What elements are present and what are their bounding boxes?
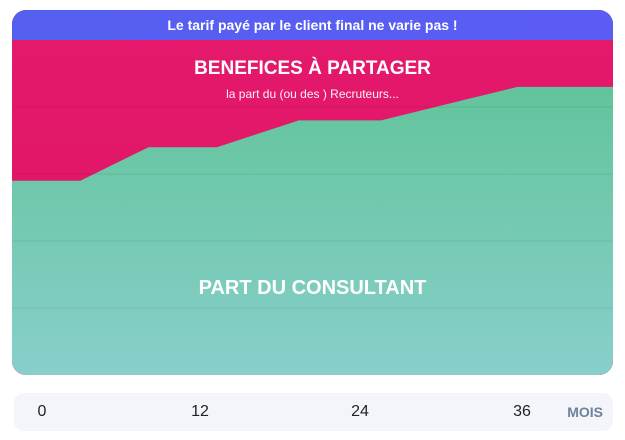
- axis-tick-24: 24: [351, 403, 369, 420]
- benefits-subtitle: la part du (ou des ) Recruteurs...: [226, 87, 399, 101]
- axis-tick-36: 36: [513, 403, 531, 420]
- axis-tick-0: 0: [37, 403, 47, 420]
- price-notice-banner: Le tarif payé par le client final ne var…: [12, 10, 613, 40]
- gridlines: [12, 106, 613, 309]
- revenue-split-card: Le tarif payé par le client final ne var…: [12, 10, 613, 375]
- consultant-area: [12, 86, 613, 375]
- price-notice-text: Le tarif payé par le client final ne var…: [167, 17, 458, 33]
- consultant-share-label: PART DU CONSULTANT: [198, 277, 427, 299]
- share-area-chart-svg: [12, 40, 613, 375]
- axis-unit-label: MOIS: [567, 404, 603, 420]
- benefits-title: BENEFICES À PARTAGER: [194, 58, 431, 79]
- axis-tick-12: 12: [191, 403, 209, 420]
- share-area-chart: [12, 40, 613, 375]
- month-axis: 0 12 24 36 MOIS: [14, 393, 613, 431]
